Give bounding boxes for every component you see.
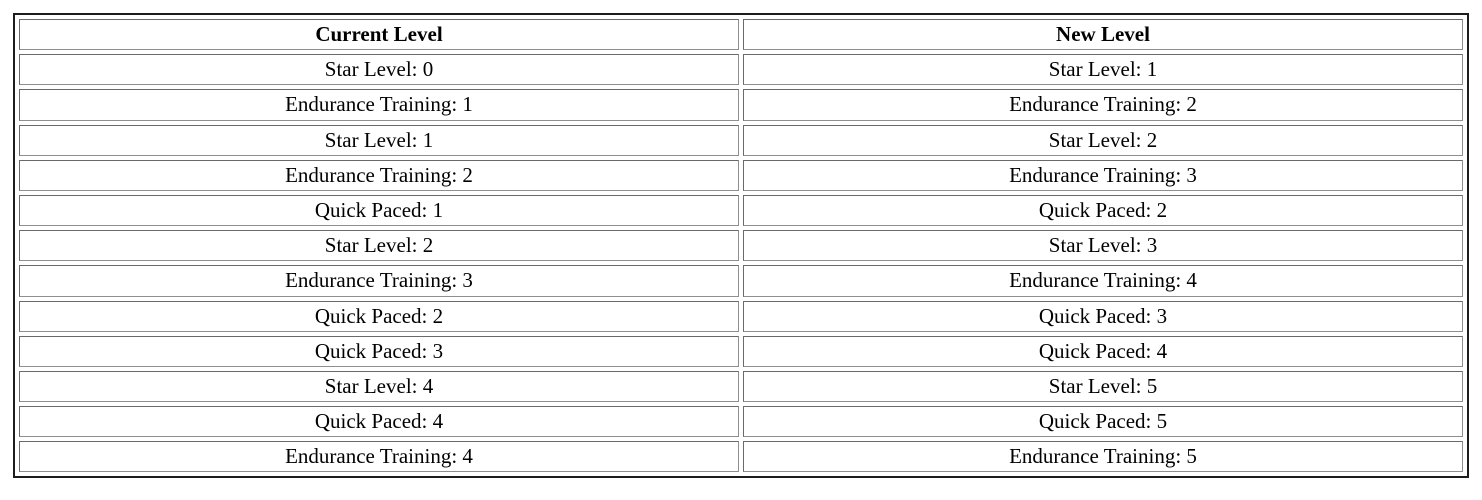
table-row: Star Level: 1 Star Level: 2 (19, 124, 1463, 156)
column-header-new-level: New Level (743, 19, 1463, 51)
cell-current-level: Star Level: 0 (19, 54, 739, 86)
table-header: Current Level New Level (19, 19, 1463, 51)
table-row: Endurance Training: 1 Endurance Training… (19, 89, 1463, 121)
cell-new-level: Quick Paced: 5 (743, 406, 1463, 438)
table-row: Endurance Training: 3 Endurance Training… (19, 265, 1463, 297)
cell-current-level: Quick Paced: 1 (19, 194, 739, 227)
cell-current-level: Quick Paced: 3 (19, 335, 739, 367)
cell-new-level: Endurance Training: 5 (743, 441, 1463, 473)
cell-current-level: Star Level: 1 (19, 124, 739, 156)
table-row: Endurance Training: 4 Endurance Training… (19, 441, 1463, 473)
cell-current-level: Endurance Training: 3 (19, 265, 739, 297)
cell-current-level: Star Level: 4 (19, 370, 739, 403)
cell-new-level: Star Level: 1 (743, 54, 1463, 86)
header-row: Current Level New Level (19, 19, 1463, 51)
cell-current-level: Quick Paced: 4 (19, 406, 739, 438)
table-row: Star Level: 2 Star Level: 3 (19, 230, 1463, 262)
table-row: Endurance Training: 2 Endurance Training… (19, 159, 1463, 191)
cell-new-level: Endurance Training: 4 (743, 265, 1463, 297)
table-row: Quick Paced: 4 Quick Paced: 5 (19, 406, 1463, 438)
cell-new-level: Endurance Training: 3 (743, 159, 1463, 191)
column-header-current-level: Current Level (19, 19, 739, 51)
cell-new-level: Quick Paced: 4 (743, 335, 1463, 367)
cell-current-level: Star Level: 2 (19, 230, 739, 262)
cell-new-level: Quick Paced: 3 (743, 300, 1463, 332)
table-row: Star Level: 0 Star Level: 1 (19, 54, 1463, 86)
cell-current-level: Endurance Training: 4 (19, 441, 739, 473)
cell-new-level: Star Level: 5 (743, 370, 1463, 403)
table-row: Quick Paced: 3 Quick Paced: 4 (19, 335, 1463, 367)
level-upgrade-table: Current Level New Level Star Level: 0 St… (13, 13, 1469, 479)
cell-new-level: Quick Paced: 2 (743, 194, 1463, 227)
table-body: Star Level: 0 Star Level: 1 Endurance Tr… (19, 54, 1463, 473)
cell-current-level: Quick Paced: 2 (19, 300, 739, 332)
table-row: Quick Paced: 1 Quick Paced: 2 (19, 194, 1463, 227)
table-row: Quick Paced: 2 Quick Paced: 3 (19, 300, 1463, 332)
cell-new-level: Endurance Training: 2 (743, 89, 1463, 121)
cell-current-level: Endurance Training: 1 (19, 89, 739, 121)
cell-new-level: Star Level: 3 (743, 230, 1463, 262)
table-row: Star Level: 4 Star Level: 5 (19, 370, 1463, 403)
cell-new-level: Star Level: 2 (743, 124, 1463, 156)
cell-current-level: Endurance Training: 2 (19, 159, 739, 191)
